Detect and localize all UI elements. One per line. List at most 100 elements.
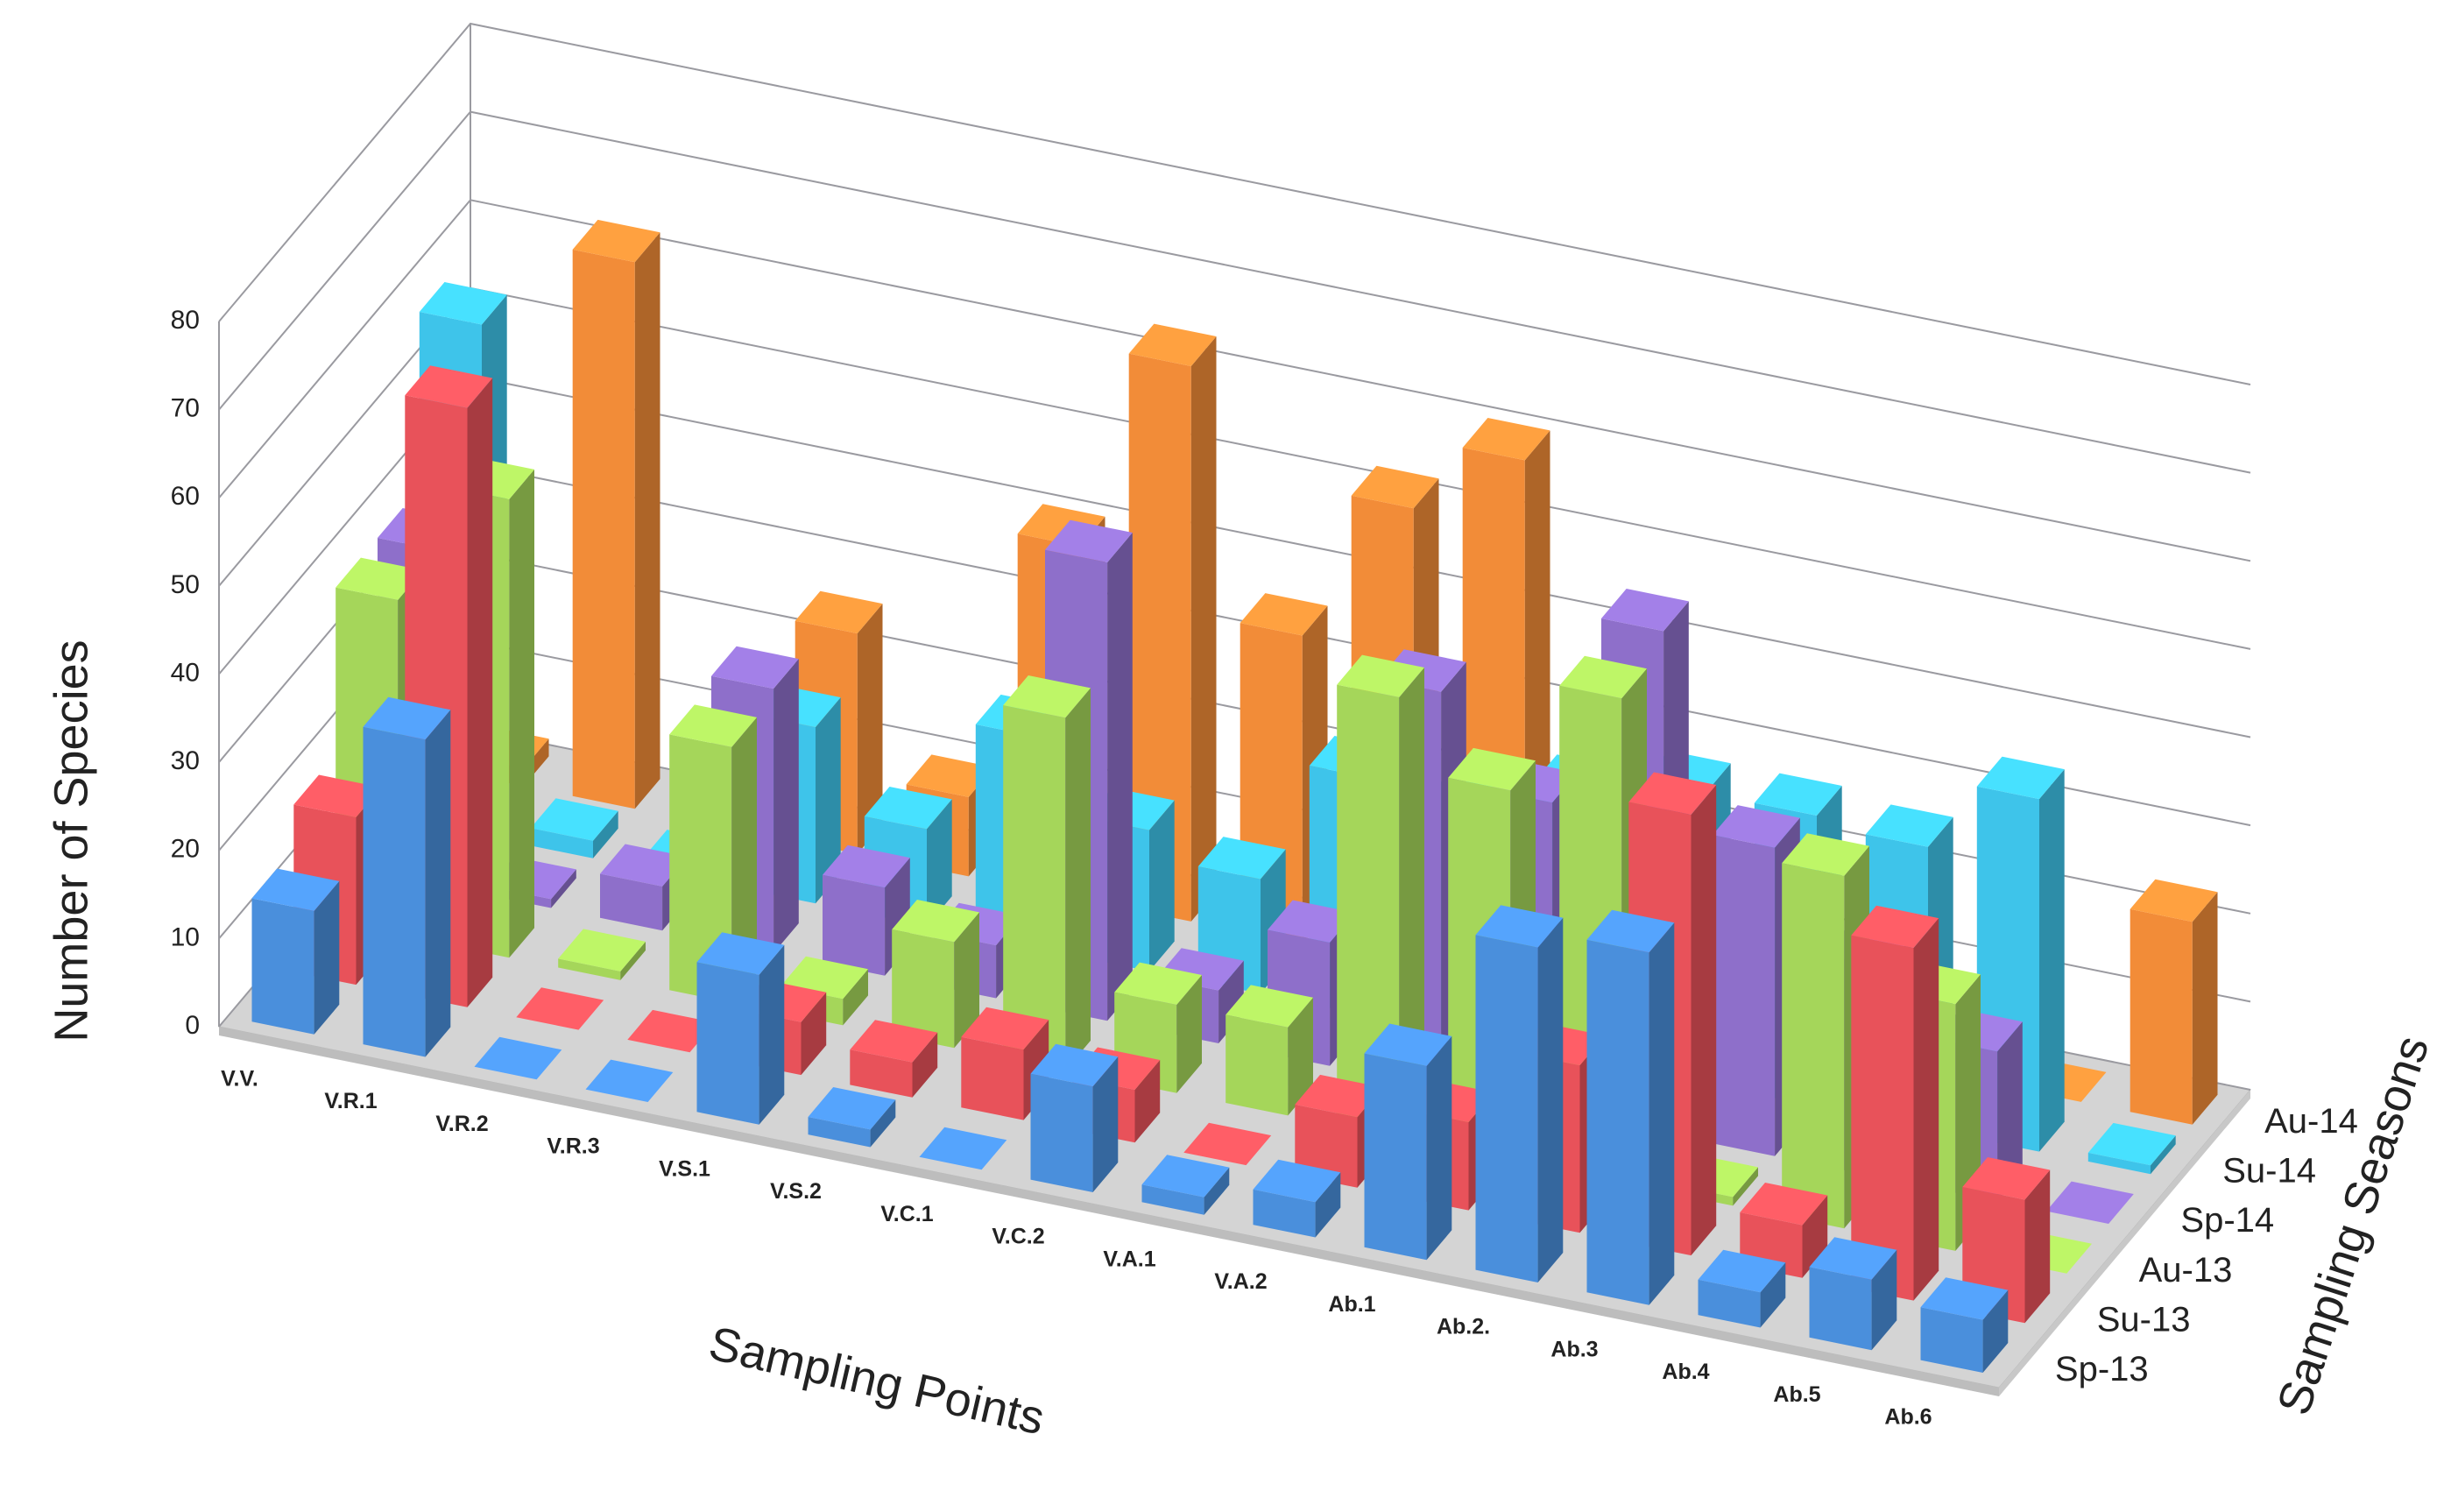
bar-front [850, 1049, 913, 1098]
bar-front [1225, 1014, 1289, 1116]
bar [516, 987, 604, 1030]
bar-side [759, 944, 785, 1125]
bar-top [961, 1007, 1049, 1050]
bar [823, 844, 910, 976]
bar-front [600, 873, 663, 931]
bar-top [293, 774, 382, 817]
bar-side [314, 880, 340, 1035]
bar-top [2087, 1122, 2176, 1166]
bar [1030, 1043, 1119, 1192]
bar-side [1176, 975, 1202, 1093]
bar-top [1462, 418, 1550, 461]
bar [558, 929, 646, 980]
bar-top [558, 929, 646, 971]
y-tick-label: 20 [171, 835, 200, 864]
bar-top [823, 844, 910, 888]
bar-front [1586, 939, 1649, 1305]
bar-top [795, 590, 883, 634]
bar-top [1782, 833, 1869, 876]
bar [2130, 879, 2218, 1125]
bar-side [1204, 1167, 1230, 1215]
bar [1920, 1277, 2009, 1373]
x-tick-label: V.A.1 [1103, 1247, 1155, 1271]
legend-label: Su-14 [2222, 1152, 2316, 1191]
bar-front [2130, 908, 2193, 1125]
bar-side [1760, 1262, 1786, 1328]
y-tick-label: 80 [171, 306, 200, 335]
bar-side [509, 469, 534, 958]
bar-side [1134, 1060, 1161, 1143]
bar-side [2024, 1169, 2051, 1324]
bar-front [251, 898, 314, 1035]
bar-front [1364, 1053, 1427, 1261]
bar-front [1713, 835, 1776, 1156]
bar [1740, 1183, 1828, 1278]
bar-top [572, 219, 660, 263]
y-axis-title: Number of Species [45, 639, 97, 1042]
bar-top [1713, 805, 1800, 848]
y-tick-label: 10 [171, 922, 200, 951]
bar-top [1128, 323, 1217, 366]
bar-side [2151, 1135, 2176, 1175]
y-tick-label: 70 [171, 394, 200, 423]
bar-side [1997, 1021, 2023, 1202]
bar-side [1288, 997, 1313, 1116]
bar-top [1003, 675, 1091, 718]
bar-front [1851, 935, 1914, 1301]
bar-front [1253, 1189, 1316, 1238]
bar-top [1586, 909, 1675, 953]
bar-side [634, 232, 660, 809]
bar-front [823, 874, 886, 976]
bar [572, 219, 660, 809]
bar-front [1698, 1279, 1761, 1328]
bar-front [669, 734, 732, 1003]
bar-side [467, 378, 493, 1007]
bar-top [627, 1009, 716, 1053]
bar [1253, 1159, 1341, 1238]
bar-top [696, 932, 785, 975]
bar-top [1364, 1023, 1452, 1066]
bar-side [551, 869, 576, 908]
bar-side [1733, 1167, 1758, 1206]
bar-top [336, 557, 423, 600]
x-tick-label: V.R.2 [435, 1112, 488, 1136]
bar-side [816, 697, 841, 904]
bar [1141, 1155, 1230, 1215]
bar [850, 1020, 938, 1098]
bar-front [1030, 1073, 1093, 1192]
bar-top [1559, 655, 1647, 699]
y-tick-label: 0 [185, 1011, 200, 1040]
bar-side [620, 941, 646, 980]
bar-side [1149, 800, 1175, 971]
bar-side [2039, 769, 2065, 1152]
bar-side [1691, 785, 1717, 1256]
bar-top [850, 1020, 938, 1063]
floor-edge [219, 1027, 1999, 1396]
bar-top [419, 282, 507, 325]
bar-top [251, 868, 340, 911]
bar [2046, 1181, 2134, 1224]
bar [1337, 654, 1424, 1139]
legend-label: Sp-14 [2180, 1201, 2274, 1240]
bar [1809, 1237, 1897, 1351]
bar-top [1851, 905, 1939, 949]
bar-front [1128, 353, 1191, 922]
bar-top [1240, 593, 1328, 636]
bar-top [1698, 1249, 1786, 1293]
z-axis-title: Sampling Seasons [2267, 1029, 2439, 1421]
bar [1586, 909, 1675, 1305]
bar-side [1649, 922, 1675, 1305]
bar-front [2087, 1152, 2151, 1175]
x-tick-label: Ab.2. [1437, 1315, 1490, 1339]
bar-side [731, 717, 757, 1003]
y-tick-label: 40 [171, 658, 200, 687]
bar-front [1141, 1184, 1204, 1215]
bar-side [1871, 1249, 1897, 1351]
bar-top [892, 900, 979, 943]
bar [1114, 962, 1202, 1093]
bar-side [857, 604, 883, 854]
bar [2087, 1122, 2176, 1175]
x-tick-label: V.C.1 [880, 1202, 933, 1226]
x-tick-label: Ab.6 [1884, 1405, 1932, 1430]
bar-top [363, 696, 451, 740]
